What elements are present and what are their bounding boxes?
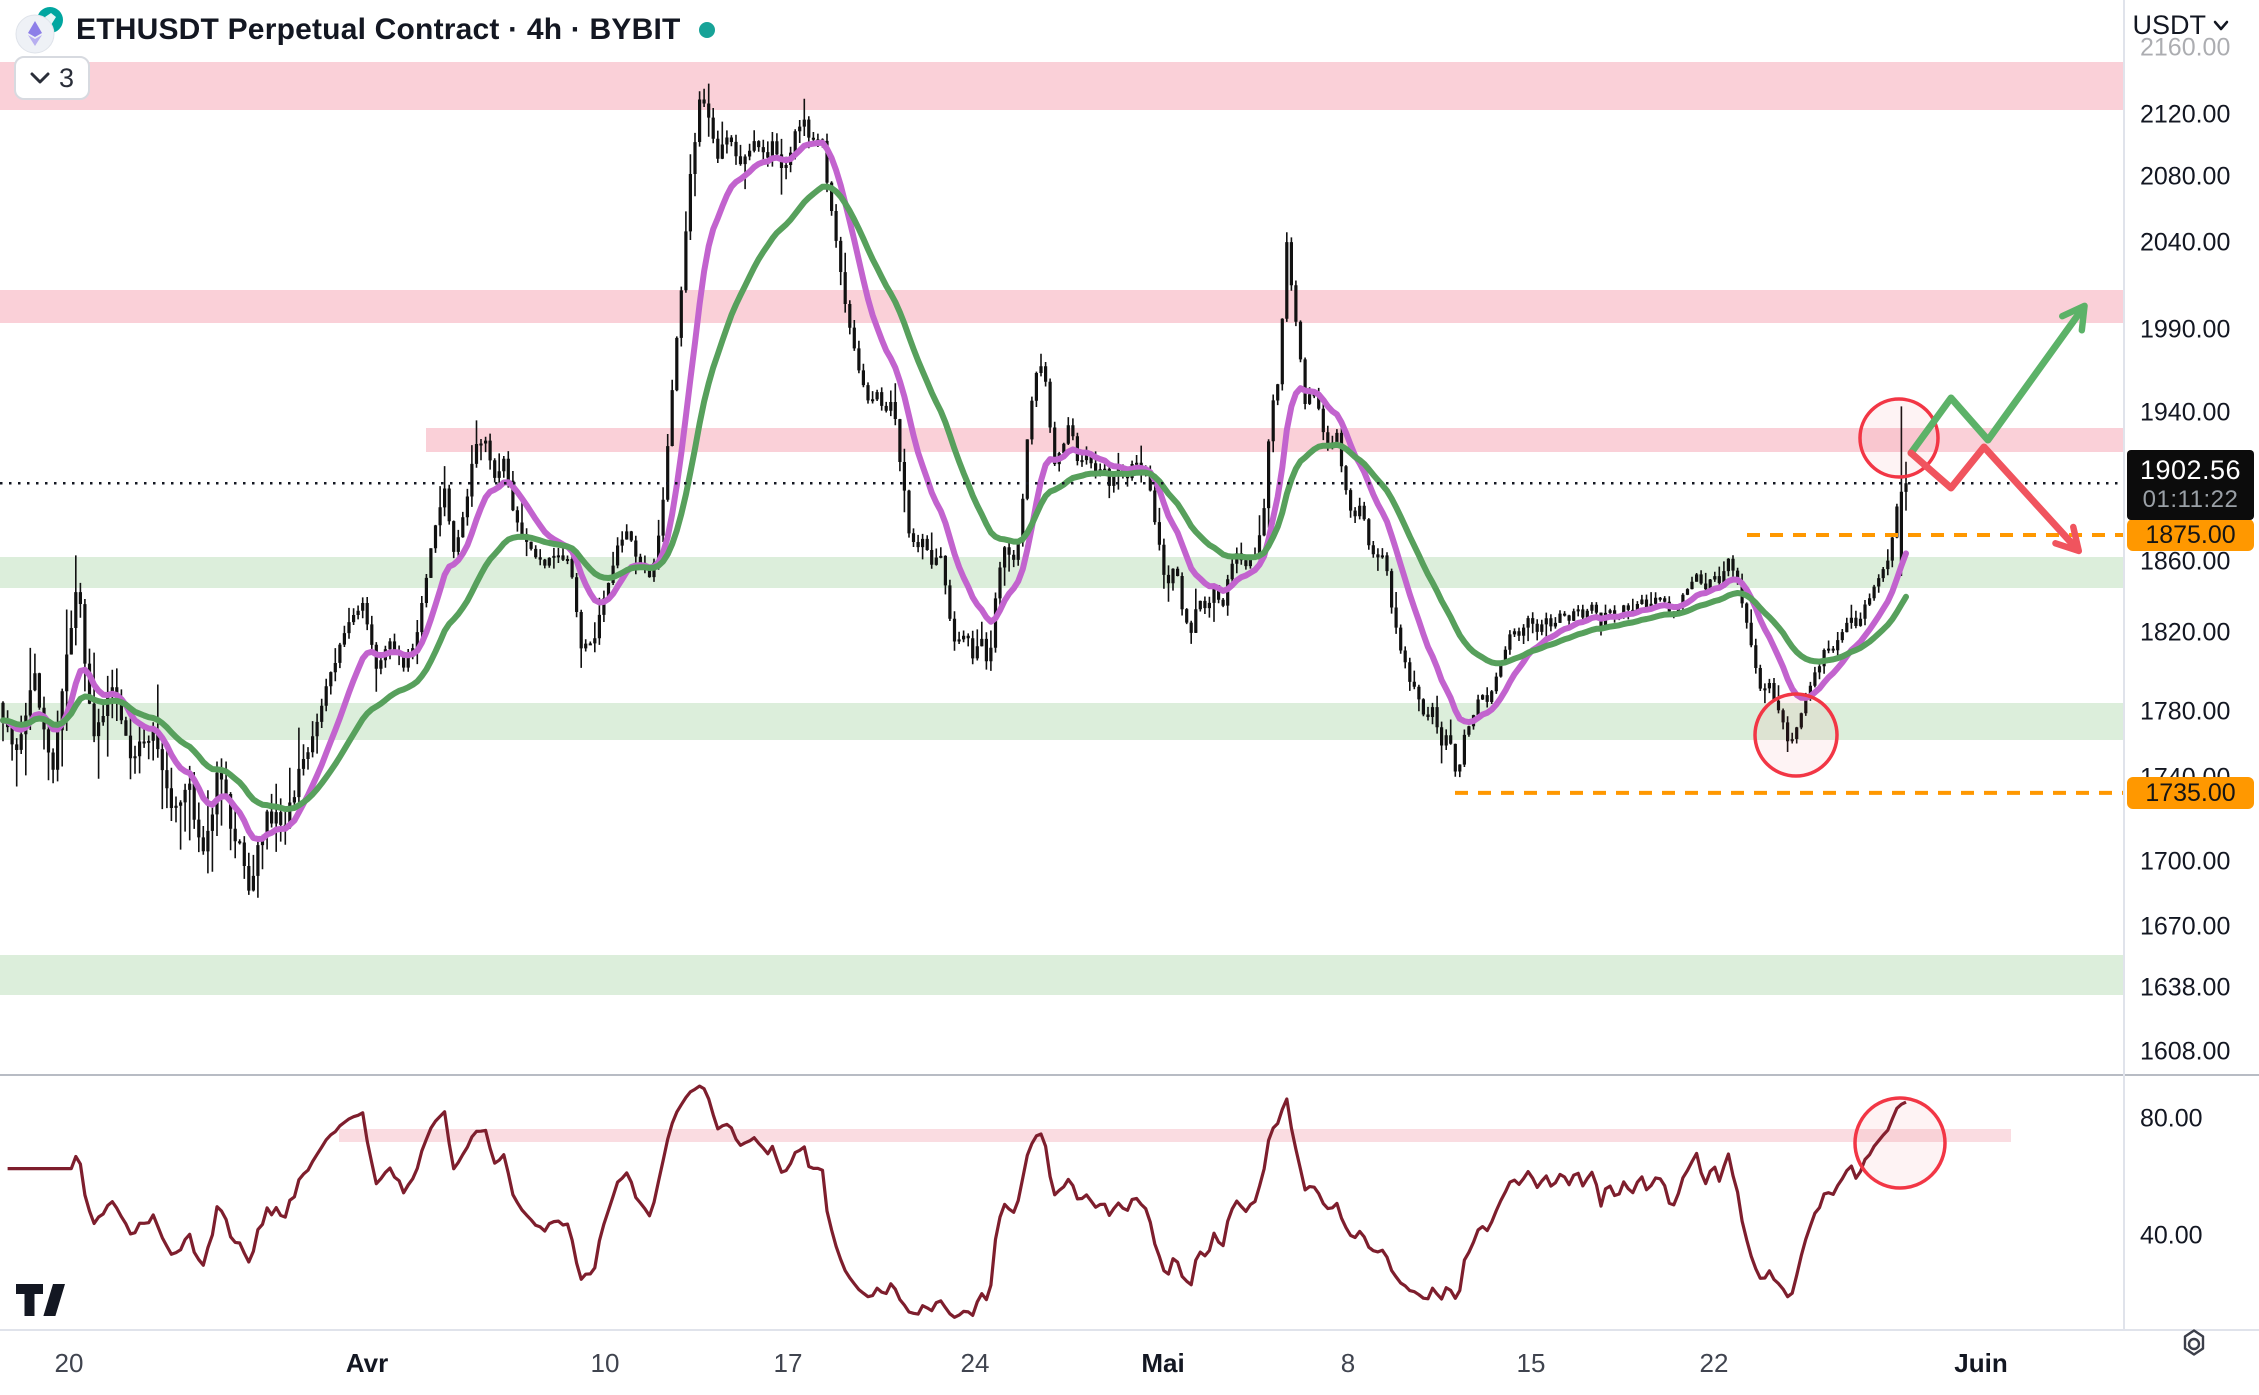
time-axis-label: 24 [960,1348,990,1378]
price-axis-label: 2120.00 [2140,100,2231,129]
symbol-logo [14,6,64,54]
price-axis-label: 2160.00 [2140,33,2231,62]
ema-fast-line[interactable] [0,139,1909,842]
highlight-circle-3[interactable] [1853,1096,1947,1190]
supply-demand-zones [0,62,2124,995]
supply-zone[interactable] [426,428,2124,452]
price-axis-label: 1940.00 [2140,398,2231,427]
current-price-label: 1902.56 01:11:22 [2127,450,2254,521]
price-axis-label: 2040.00 [2140,228,2231,257]
current-price-value: 1902.56 [2139,455,2242,486]
drawing-annotations [1753,302,2088,1190]
price-line-label-1735[interactable]: 1735.00 [2127,776,2254,809]
demand-zone[interactable] [0,557,2124,588]
price-axis-label: 2080.00 [2140,162,2231,191]
price-axis[interactable]: 1902.56 01:11:22 1875.00 1735.00 2160.00… [2124,0,2259,1395]
rsi-line[interactable] [7,1084,1907,1319]
bar-countdown: 01:11:22 [2142,486,2239,514]
price-axis-label: 1780.00 [2140,697,2231,726]
chevron-down-icon [2213,20,2229,31]
demand-zone[interactable] [0,955,2124,995]
market-status-dot[interactable] [698,22,715,38]
time-axis-label: 10 [590,1348,620,1378]
time-axis-label: 22 [1699,1348,1729,1378]
candle-bodies [1,99,1908,891]
currency-label: USDT [2132,10,2207,40]
indicators-count: 3 [59,62,75,93]
price-axis-label: 1700.00 [2140,847,2231,876]
gear-icon [2183,1329,2205,1356]
ema-slow-line[interactable] [0,183,1909,813]
axis-settings-button[interactable] [2176,1326,2212,1367]
candle-wicks [2,83,1907,898]
price-axis-label: 1990.00 [2140,315,2231,344]
tradingview-logo-icon [16,1284,65,1316]
supply-zone[interactable] [0,290,2124,323]
time-axis-label: Avr [345,1348,389,1378]
bearish-projection-arrow[interactable] [1907,443,2083,555]
eth-bybit-logo-icon [15,7,63,54]
symbol-title[interactable]: ETHUSDT Perpetual Contract · 4h · BYBIT [76,13,681,46]
time-axis[interactable]: 20 Avr 10 17 24 Mai 8 15 22 Juin [0,1330,2259,1395]
price-axis-label: 1820.00 [2140,618,2231,647]
indicator-axis-label: 40.00 [2140,1221,2203,1250]
price-axis-label: 1670.00 [2140,912,2231,941]
highlight-circle-2[interactable] [1753,692,1839,778]
indicator-overbought-band[interactable] [339,1129,2011,1142]
indicator-axis-label: 80.00 [2140,1104,2203,1133]
bullish-projection-arrow[interactable] [1907,302,2088,457]
time-axis-label: Juin [1954,1348,2008,1378]
time-axis-label: 17 [773,1348,803,1378]
price-axis-label: 1638.00 [2140,973,2231,1002]
indicators-collapse-button[interactable]: 3 [14,56,91,100]
currency-selector[interactable]: USDT [2133,10,2230,41]
supply-zone[interactable] [0,62,2124,110]
time-axis-label: 15 [1516,1348,1546,1378]
time-axis-label: 20 [54,1348,84,1378]
price-axis-label: 1860.00 [2140,547,2231,576]
price-line-label-1875[interactable]: 1875.00 [2127,519,2254,551]
price-axis-label: 1608.00 [2140,1037,2231,1066]
time-axis-label: 8 [1340,1348,1356,1378]
chevron-down-icon [30,72,50,84]
tradingview-logo[interactable] [16,1284,72,1323]
symbol-header: ETHUSDT Perpetual Contract · 4h · BYBIT [14,6,715,54]
time-axis-label: Mai [1141,1348,1185,1378]
